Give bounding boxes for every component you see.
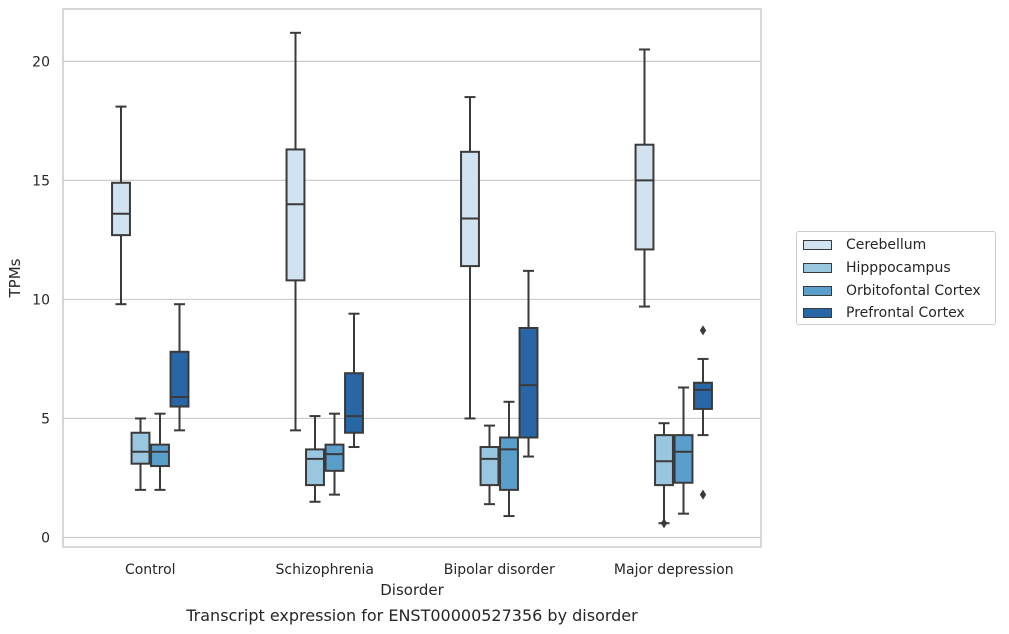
y-tick-label: 15 [32, 173, 50, 189]
box-orbitofontal-cortex [150, 412, 170, 491]
y-tick-label: 5 [41, 411, 50, 427]
legend-swatch-cerebellum [803, 240, 832, 250]
legend-label: Prefrontal Cortex [846, 305, 965, 321]
legend-label: Orbitofontal Cortex [846, 283, 981, 299]
box-hipppocampus [479, 424, 500, 506]
box-body [285, 148, 306, 282]
x-tick-label: Major depression [614, 562, 734, 578]
legend-swatch-orbitofrontal-cortex [803, 286, 832, 296]
box-prefrontal-cortex [518, 269, 539, 458]
outlier-point [660, 518, 668, 529]
box-hipppocampus [130, 417, 151, 491]
box-body [634, 143, 655, 251]
box-orbitofontal-cortex [499, 400, 519, 518]
box-body [654, 434, 674, 487]
x-tick-label: Bipolar disorder [444, 562, 555, 578]
box-prefrontal-cortex [344, 312, 364, 449]
box-body [150, 443, 170, 468]
chart-caption: Transcript expression for ENST0000052735… [186, 606, 638, 625]
legend: Cerebellum Hipppocampus Orbitofontal Cor… [796, 231, 996, 325]
box-hipppocampus [654, 422, 674, 529]
box-cerebellum [285, 31, 306, 432]
boxes-layer [111, 31, 713, 529]
box-body [693, 381, 713, 410]
box-body [130, 431, 151, 465]
outlier-point [699, 325, 707, 336]
y-tick-label: 20 [32, 54, 50, 70]
box-cerebellum [460, 96, 480, 420]
box-orbitofontal-cortex [673, 386, 694, 515]
box-cerebellum [111, 105, 131, 306]
box-body [518, 326, 539, 439]
legend-swatch-prefrontal-cortex [803, 308, 832, 318]
box-body [479, 446, 500, 487]
x-axis-label: Disorder [380, 581, 444, 599]
y-tick-labels: 0 5 10 15 20 [32, 54, 50, 546]
y-axis-label: TPMs [6, 258, 24, 298]
box-prefrontal-cortex [169, 303, 190, 432]
box-body [673, 434, 694, 484]
legend-item-prefrontal-cortex: Prefrontal Cortex [803, 304, 965, 322]
legend-label: Cerebellum [846, 237, 927, 253]
box-body [499, 436, 519, 491]
y-tick-label: 10 [32, 292, 50, 308]
legend-item-orbitofrontal-cortex: Orbitofontal Cortex [803, 282, 981, 300]
box-prefrontal-cortex [693, 325, 713, 500]
box-orbitofontal-cortex [324, 412, 345, 496]
box-cerebellum [634, 48, 655, 308]
x-tick-labels: Control Schizophrenia Bipolar disorder Majo… [125, 562, 734, 578]
x-tick-label: Control [125, 562, 176, 578]
legend-item-cerebellum: Cerebellum [803, 236, 926, 254]
box-body [169, 350, 190, 408]
outlier-point [699, 489, 707, 500]
box-body [111, 181, 131, 237]
box-body [324, 443, 345, 472]
x-tick-label: Schizophrenia [276, 562, 374, 578]
box-body [344, 372, 364, 434]
legend-label: Hipppocampus [846, 260, 951, 276]
legend-item-hippocampus: Hipppocampus [803, 259, 951, 277]
box-hipppocampus [305, 415, 325, 503]
legend-swatch-hippocampus [803, 263, 832, 273]
box-body [460, 150, 480, 268]
y-tick-label: 0 [41, 530, 50, 546]
box-body [305, 448, 325, 487]
